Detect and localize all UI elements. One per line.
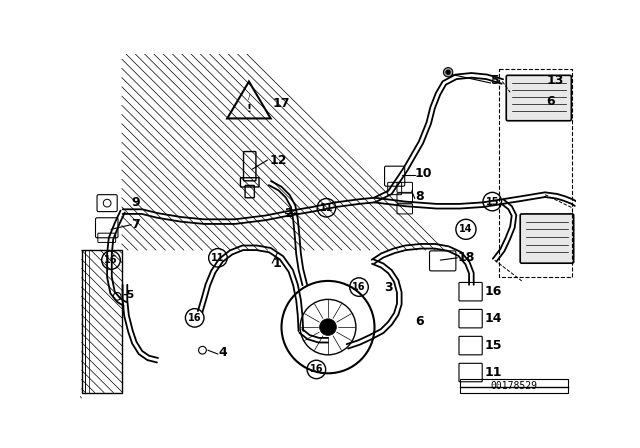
Text: /: / [248, 94, 250, 100]
Text: 6: 6 [547, 95, 555, 108]
Polygon shape [460, 406, 541, 445]
Text: 16: 16 [310, 365, 323, 375]
Text: 7: 7 [131, 218, 140, 231]
Circle shape [444, 68, 452, 77]
Text: 14: 14 [484, 312, 502, 325]
Text: 11: 11 [484, 366, 502, 379]
Text: 18: 18 [458, 251, 475, 264]
Text: 16: 16 [484, 285, 502, 298]
Text: 15: 15 [486, 197, 499, 207]
Text: 12: 12 [269, 154, 287, 167]
Text: 15: 15 [484, 339, 502, 352]
Text: 6: 6 [415, 315, 424, 328]
Text: 10: 10 [415, 167, 432, 180]
Text: 14: 14 [460, 224, 473, 234]
Text: 8: 8 [415, 190, 424, 202]
Circle shape [319, 319, 337, 336]
Text: -5: -5 [123, 290, 135, 300]
Text: 1: 1 [272, 257, 281, 270]
Text: 3: 3 [385, 280, 393, 293]
Circle shape [446, 70, 451, 74]
Bar [81, 250, 122, 392]
Text: 16: 16 [188, 313, 202, 323]
Text: 13: 13 [547, 74, 564, 87]
Text: 4: 4 [218, 346, 227, 359]
Text: 00178529: 00178529 [490, 381, 538, 391]
Text: 5: 5 [491, 74, 499, 87]
Text: 11: 11 [320, 203, 333, 213]
Text: 11: 11 [211, 253, 225, 263]
Text: !: ! [246, 104, 252, 114]
Text: 9: 9 [131, 196, 140, 209]
FancyBboxPatch shape [520, 214, 573, 263]
Text: 17: 17 [272, 97, 290, 110]
Text: 2: 2 [285, 207, 294, 220]
Text: 16: 16 [104, 255, 118, 265]
FancyBboxPatch shape [506, 75, 572, 121]
Text: 16: 16 [352, 282, 365, 292]
